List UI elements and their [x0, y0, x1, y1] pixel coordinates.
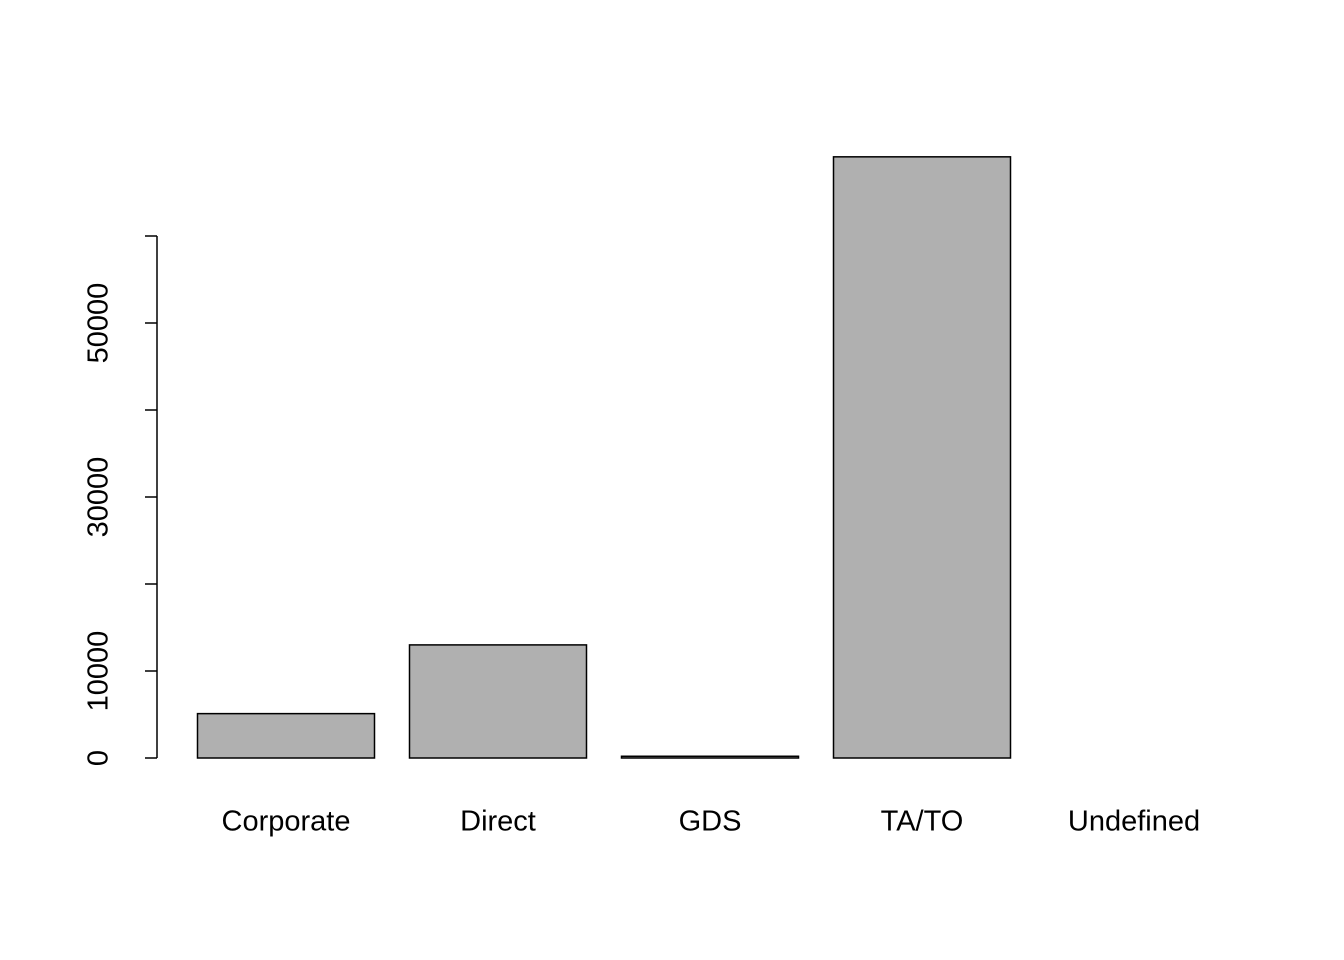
- x-tick-label: TA/TO: [881, 806, 964, 838]
- bar: [196, 712, 376, 759]
- x-tick-label: Undefined: [1068, 806, 1200, 838]
- x-tick-label: Direct: [460, 806, 536, 838]
- bar: [832, 156, 1012, 759]
- y-tick-label: 50000: [83, 283, 115, 364]
- y-tick-label: 10000: [83, 631, 115, 712]
- y-tick-label: 30000: [83, 457, 115, 538]
- bar: [620, 755, 800, 759]
- x-tick-label: Corporate: [222, 806, 351, 838]
- y-tick-label: 0: [83, 750, 115, 766]
- x-tick-label: GDS: [679, 806, 742, 838]
- bar: [408, 644, 588, 759]
